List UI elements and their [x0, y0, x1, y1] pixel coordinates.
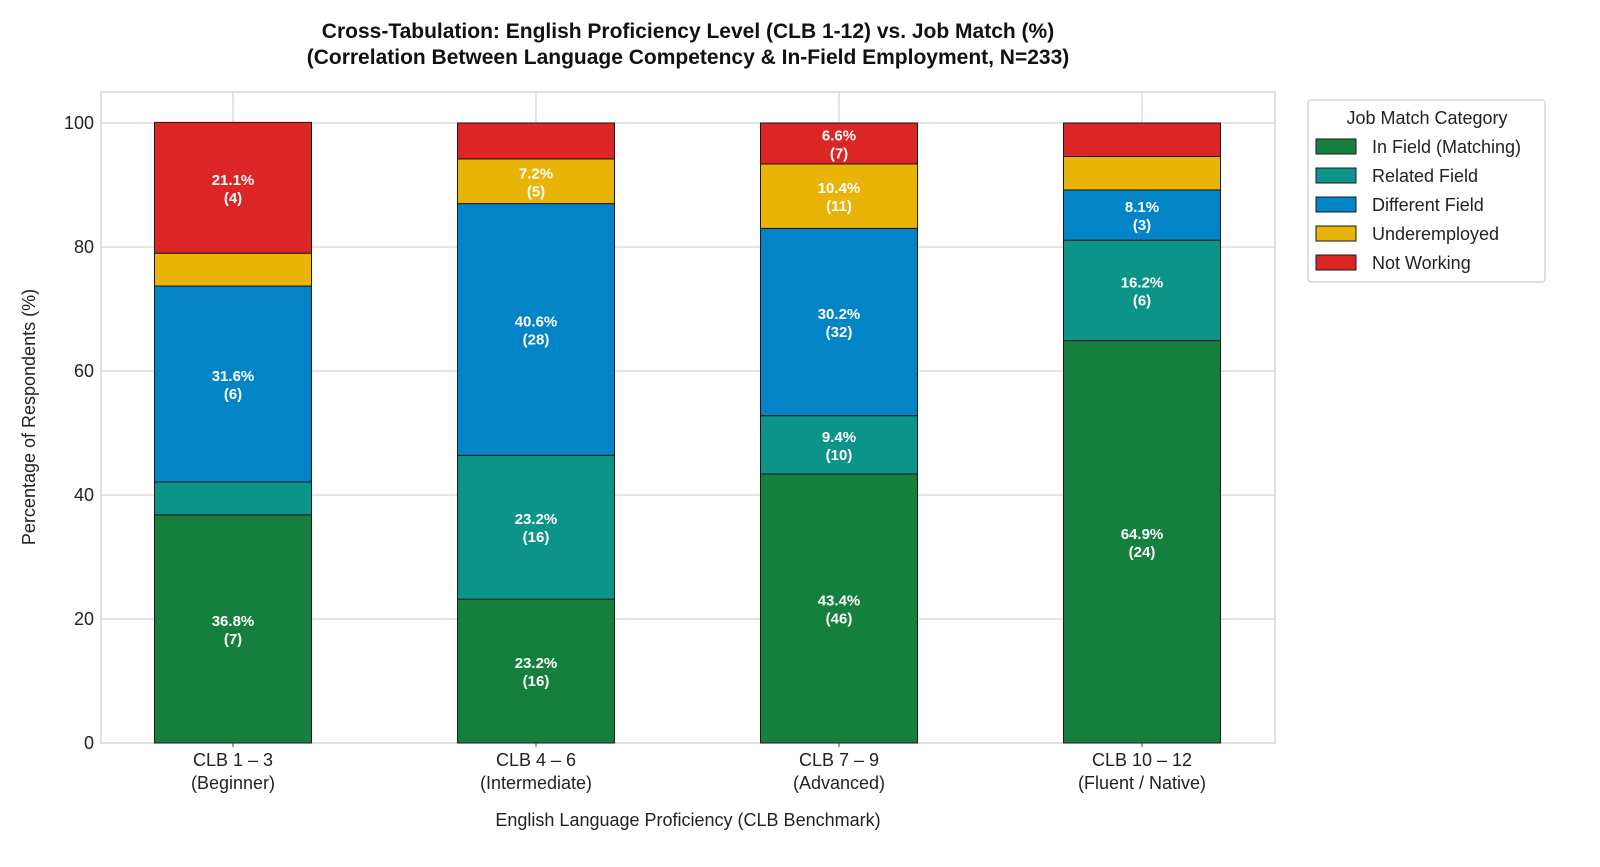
x-tick-sublabel: (Advanced) — [793, 773, 885, 793]
bar-segment — [154, 514, 312, 744]
segment-percent-label: 7.2% — [519, 165, 553, 182]
segment-count-label: (6) — [224, 386, 242, 403]
segment-percent-label: 23.2% — [515, 655, 558, 672]
bar-segment — [1063, 189, 1221, 241]
segment-percent-label: 36.8% — [212, 613, 255, 630]
segment-count-label: (32) — [826, 324, 853, 341]
segment-count-label: (46) — [826, 610, 853, 627]
bars — [154, 121, 1221, 744]
bar-segment — [760, 163, 918, 229]
bar-segment — [760, 122, 918, 165]
segment-count-label: (16) — [523, 673, 550, 690]
bar-segment — [1063, 340, 1221, 744]
segment-percent-label: 40.6% — [515, 313, 558, 330]
segment-count-label: (7) — [830, 145, 848, 162]
legend-entry: In Field (Matching) — [1372, 137, 1521, 157]
bar-segment — [1063, 122, 1221, 157]
bar-segment — [154, 252, 312, 287]
y-axis-label: Percentage of Respondents (%) — [19, 289, 39, 545]
bar-segment — [154, 285, 312, 483]
segment-count-label: (11) — [826, 198, 852, 215]
x-tick-label: CLB 10 – 12 — [1092, 750, 1192, 770]
segment-count-label: (5) — [527, 183, 545, 200]
bar-segment — [154, 481, 312, 516]
x-tick-label: CLB 1 – 3 — [193, 750, 273, 770]
y-tick-label: 20 — [74, 609, 94, 629]
bar-segment — [1063, 155, 1221, 191]
segment-count-label: (7) — [224, 631, 242, 648]
bar-segment — [457, 454, 615, 600]
y-tick-label: 40 — [74, 485, 94, 505]
segment-labels: 36.8%(7)31.6%(6)21.1%(4)23.2%(16)23.2%(1… — [212, 127, 1164, 690]
x-tick-sublabel: (Intermediate) — [480, 773, 592, 793]
legend-swatch — [1315, 196, 1357, 213]
legend: Job Match Category In Field (Matching) Re… — [1307, 99, 1546, 283]
segment-percent-label: 21.1% — [212, 172, 255, 189]
segment-percent-label: 6.6% — [822, 127, 856, 144]
legend-entry: Not Working — [1372, 253, 1471, 273]
chart-title: Cross-Tabulation: English Proficiency Le… — [322, 20, 1054, 43]
legend-box — [1307, 99, 1546, 283]
x-tick-sublabel: (Fluent / Native) — [1078, 773, 1206, 793]
segment-percent-label: 16.2% — [1121, 274, 1164, 291]
legend-swatch — [1315, 138, 1357, 155]
segment-percent-label: 31.6% — [212, 368, 255, 385]
bar-segment — [760, 415, 918, 475]
bar-segment — [457, 158, 615, 205]
segment-percent-label: 8.1% — [1125, 199, 1159, 216]
x-tick-sublabel: (Beginner) — [191, 773, 275, 793]
segment-count-label: (10) — [826, 447, 853, 464]
legend-swatch — [1315, 225, 1357, 242]
y-tick-label: 80 — [74, 237, 94, 257]
x-axis-ticks: CLB 1 – 3 (Beginner) CLB 4 – 6 (Intermediat… — [191, 743, 1206, 793]
x-tick-label: CLB 4 – 6 — [496, 750, 576, 770]
segment-percent-label: 64.9% — [1121, 526, 1164, 543]
bar-segment — [457, 203, 615, 456]
bar-segment — [760, 473, 918, 744]
legend-title: Job Match Category — [1346, 108, 1507, 128]
y-tick-label: 0 — [84, 733, 94, 753]
y-tick-label: 100 — [64, 113, 94, 133]
segment-percent-label: 10.4% — [818, 180, 861, 197]
legend-entry: Underemployed — [1372, 224, 1499, 244]
segment-count-label: (28) — [523, 331, 550, 348]
bar-segment — [457, 122, 615, 160]
y-tick-label: 60 — [74, 361, 94, 381]
segment-count-label: (3) — [1133, 217, 1151, 234]
x-tick-label: CLB 7 – 9 — [799, 750, 879, 770]
segment-count-label: (6) — [1133, 292, 1151, 309]
legend-entry: Related Field — [1372, 166, 1478, 186]
legend-entry: Different Field — [1372, 195, 1484, 215]
legend-swatch — [1315, 167, 1357, 184]
legend-swatch — [1315, 254, 1357, 271]
y-axis-ticks: 0 20 40 60 80 100 — [64, 113, 94, 753]
chart-subtitle: (Correlation Between Language Competency… — [307, 46, 1070, 69]
segment-percent-label: 23.2% — [515, 511, 558, 528]
bar-segment — [154, 121, 312, 254]
segment-count-label: (16) — [523, 529, 550, 546]
x-axis-label: English Language Proficiency (CLB Benchm… — [495, 810, 880, 830]
segment-count-label: (24) — [1129, 544, 1156, 561]
segment-percent-label: 30.2% — [818, 306, 861, 323]
bar-segment — [1063, 239, 1221, 342]
segment-percent-label: 43.4% — [818, 592, 861, 609]
segment-percent-label: 9.4% — [822, 429, 856, 446]
segment-count-label: (4) — [224, 190, 242, 207]
bar-segment — [760, 227, 918, 417]
